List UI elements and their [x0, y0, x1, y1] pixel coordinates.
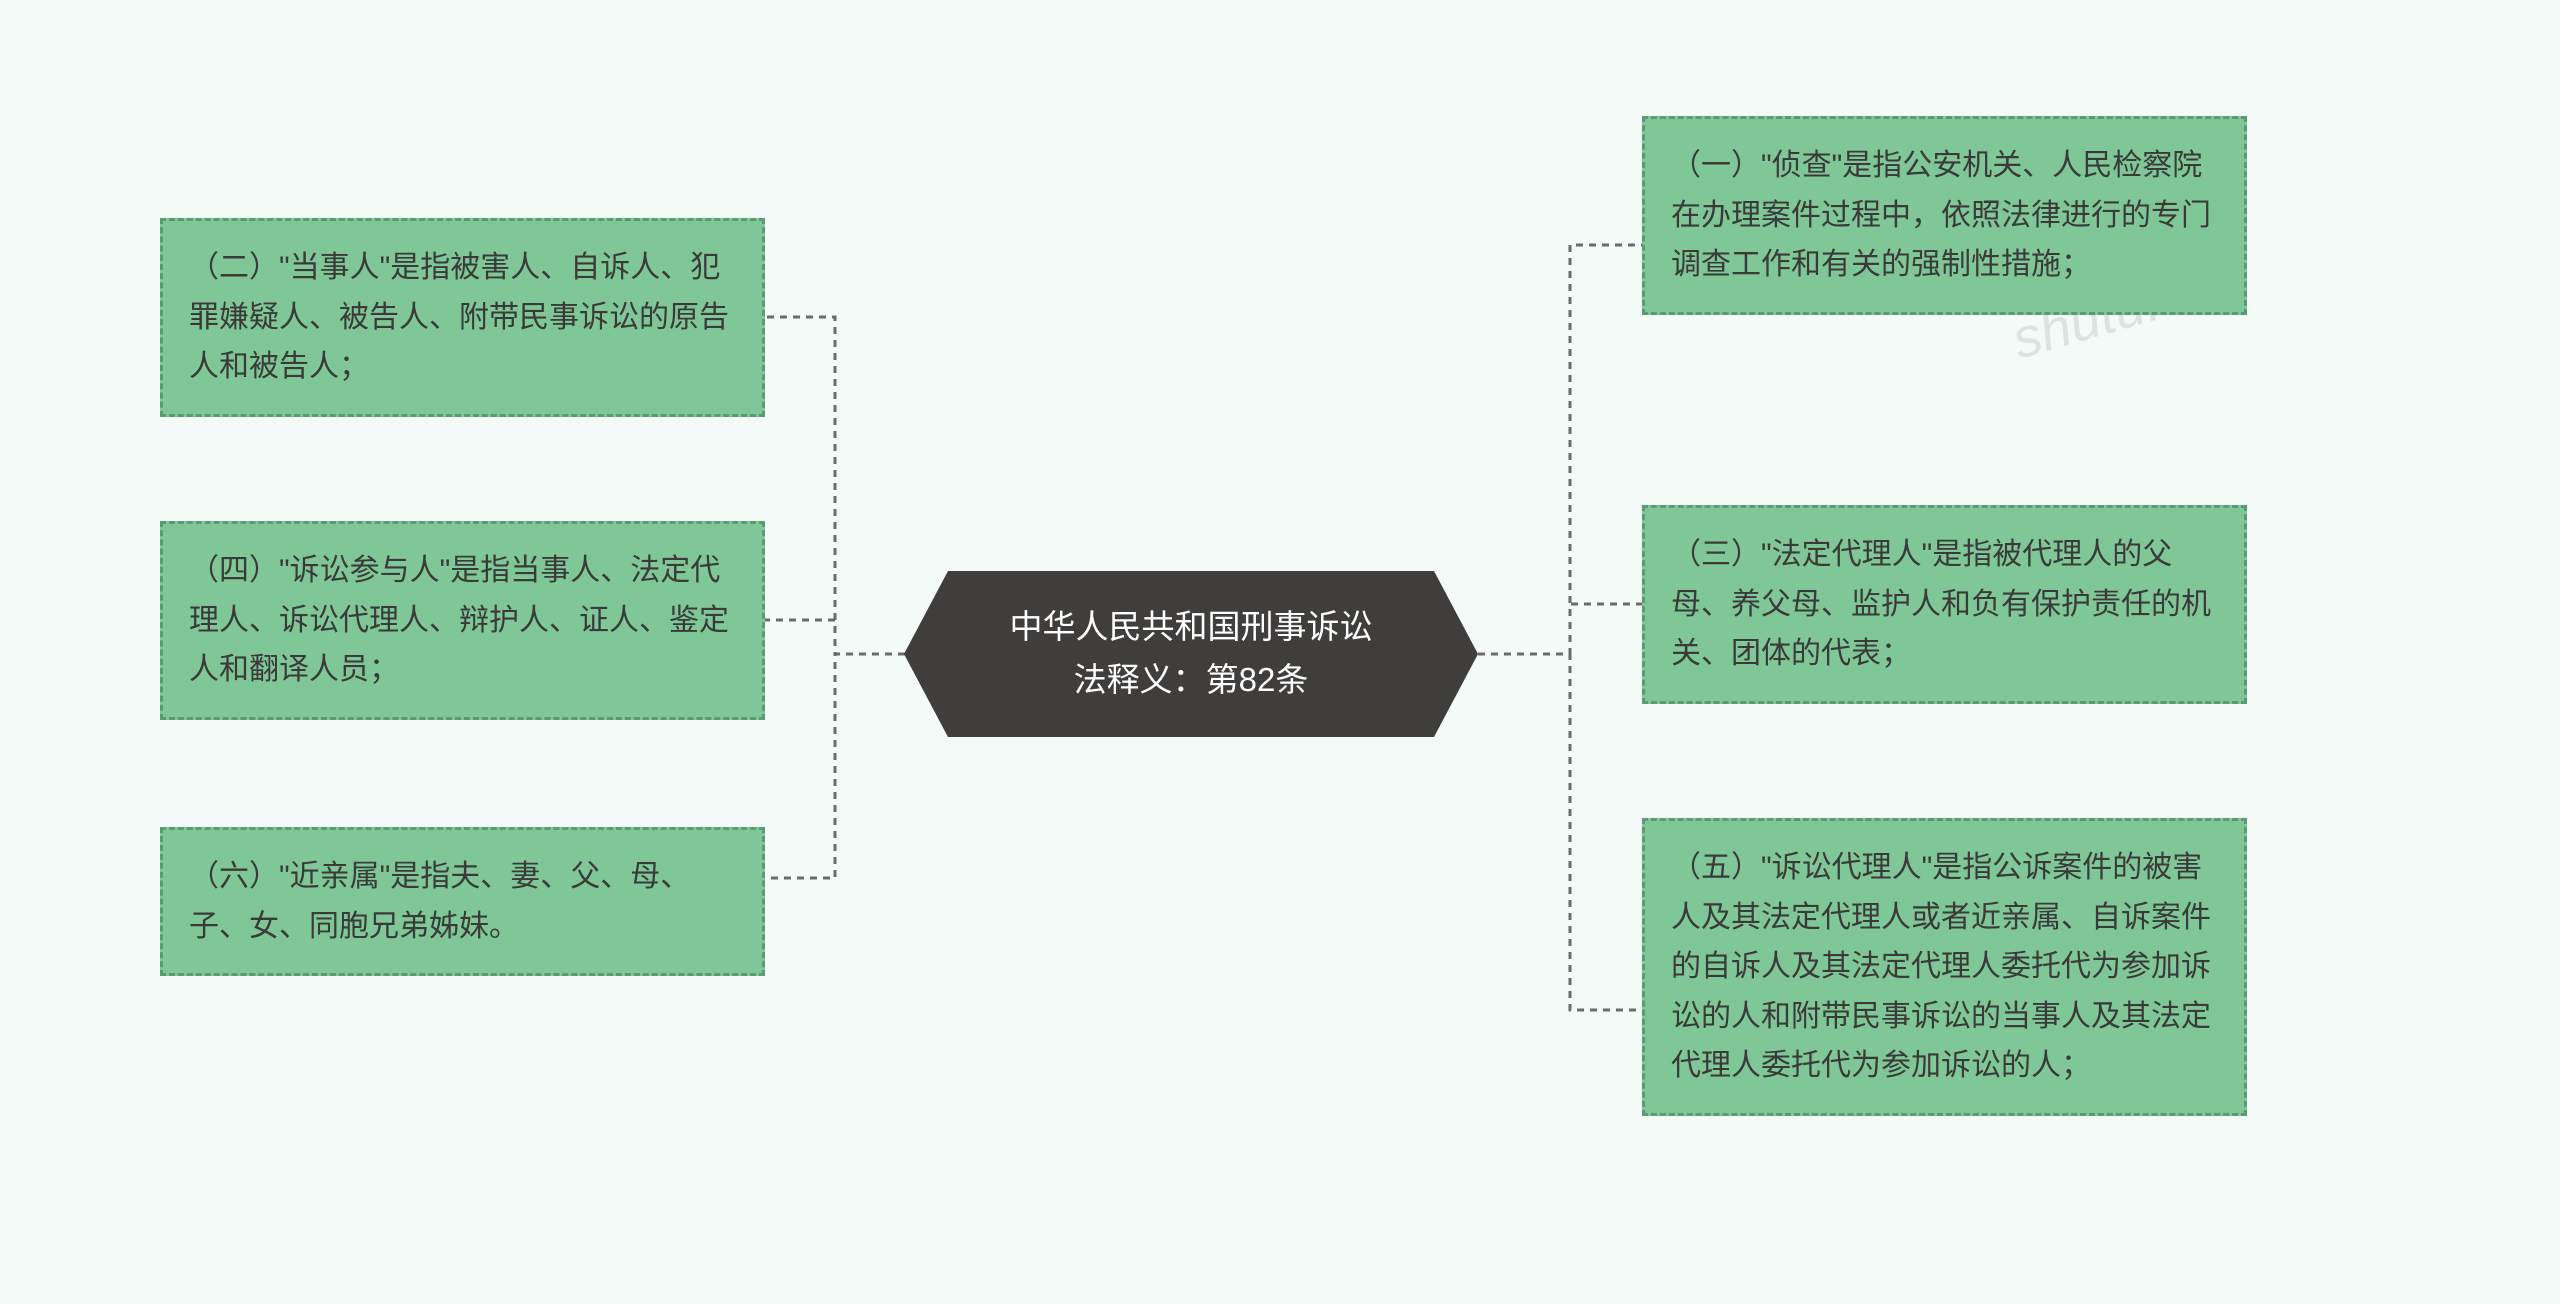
- center-line1: 中华人民共和国刑事诉讼: [1010, 608, 1373, 645]
- center-line2: 法释义：第82条: [1074, 661, 1309, 698]
- node-item3-text: （三）"法定代理人"是指被代理人的父母、养父母、监护人和负有保护责任的机关、团体…: [1671, 538, 2211, 670]
- node-item1: （一）"侦查"是指公安机关、人民检察院在办理案件过程中，依照法律进行的专门调查工…: [1642, 116, 2247, 315]
- node-item1-text: （一）"侦查"是指公安机关、人民检察院在办理案件过程中，依照法律进行的专门调查工…: [1671, 149, 2211, 281]
- node-item6: （六）"近亲属"是指夫、妻、父、母、子、女、同胞兄弟姊妹。: [160, 827, 765, 976]
- node-item6-text: （六）"近亲属"是指夫、妻、父、母、子、女、同胞兄弟姊妹。: [189, 860, 690, 943]
- node-item4-text: （四）"诉讼参与人"是指当事人、法定代理人、诉讼代理人、辩护人、证人、鉴定人和翻…: [189, 554, 729, 686]
- center-node: 中华人民共和国刑事诉讼 法释义：第82条: [948, 571, 1434, 737]
- node-item3: （三）"法定代理人"是指被代理人的父母、养父母、监护人和负有保护责任的机关、团体…: [1642, 505, 2247, 704]
- node-item4: （四）"诉讼参与人"是指当事人、法定代理人、诉讼代理人、辩护人、证人、鉴定人和翻…: [160, 521, 765, 720]
- node-item5-text: （五）"诉讼代理人"是指公诉案件的被害人及其法定代理人或者近亲属、自诉案件的自诉…: [1671, 851, 2211, 1082]
- node-item2: （二）"当事人"是指被害人、自诉人、犯罪嫌疑人、被告人、附带民事诉讼的原告人和被…: [160, 218, 765, 417]
- node-item2-text: （二）"当事人"是指被害人、自诉人、犯罪嫌疑人、被告人、附带民事诉讼的原告人和被…: [189, 251, 729, 383]
- center-text: 中华人民共和国刑事诉讼 法释义：第82条: [1010, 601, 1373, 707]
- node-item5: （五）"诉讼代理人"是指公诉案件的被害人及其法定代理人或者近亲属、自诉案件的自诉…: [1642, 818, 2247, 1116]
